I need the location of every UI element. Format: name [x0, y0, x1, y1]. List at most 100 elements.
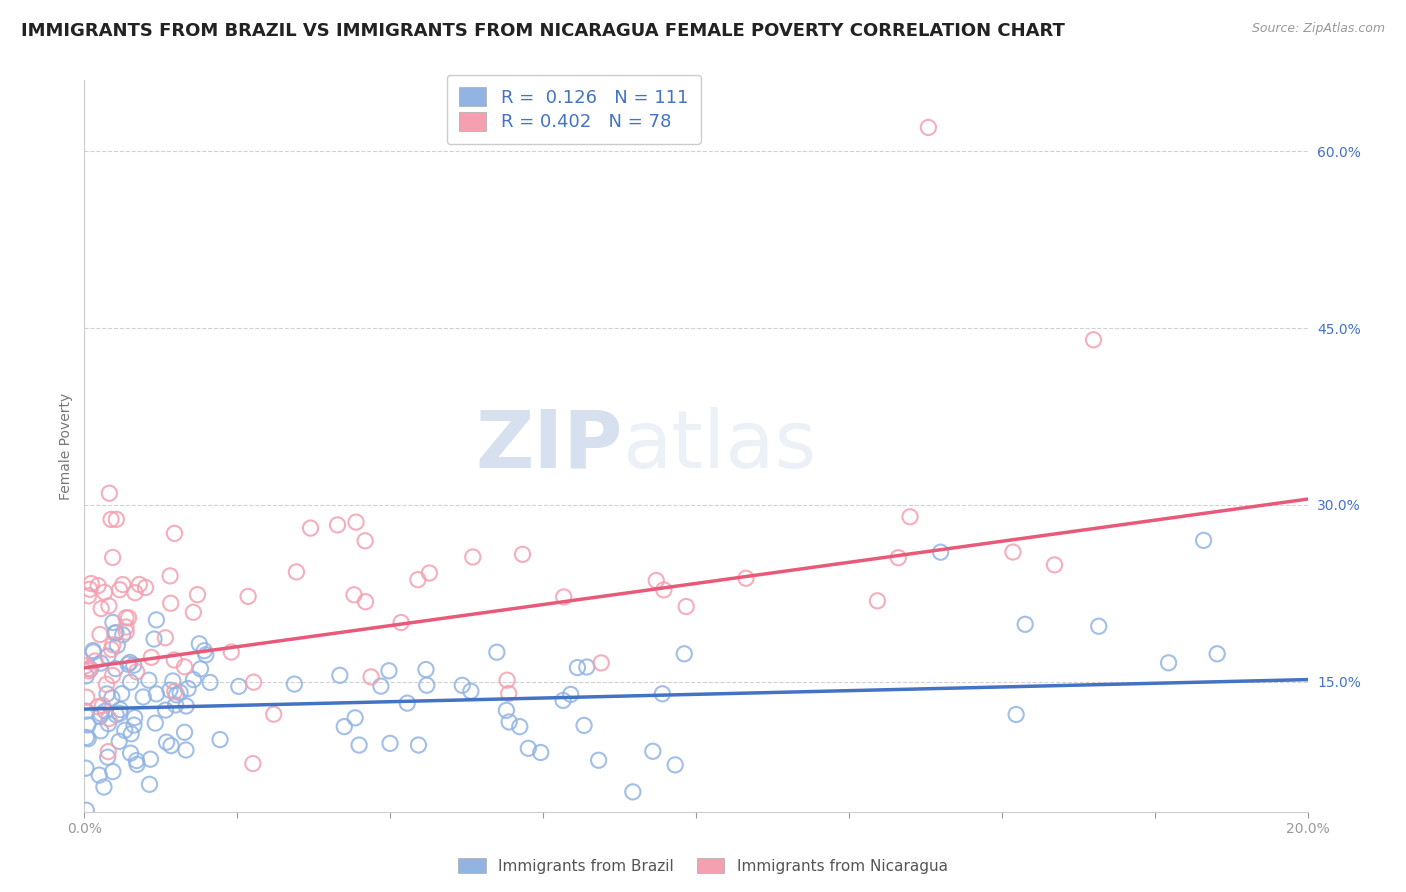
- Point: [97, 599, 120, 613]
- Point: [347, 738, 370, 752]
- Point: [115, 620, 138, 634]
- Point: [378, 736, 401, 750]
- Point: [87, 579, 110, 593]
- Point: [1083, 333, 1105, 347]
- Point: [591, 656, 613, 670]
- Point: [553, 590, 575, 604]
- Point: [76, 718, 98, 732]
- Point: [641, 744, 664, 758]
- Point: [97, 712, 120, 726]
- Point: [169, 685, 191, 699]
- Point: [101, 764, 124, 779]
- Point: [155, 703, 177, 717]
- Point: [1087, 619, 1109, 633]
- Point: [98, 486, 121, 500]
- Point: [186, 588, 208, 602]
- Point: [77, 731, 100, 746]
- Point: [263, 707, 285, 722]
- Point: [141, 650, 163, 665]
- Point: [415, 663, 437, 677]
- Point: [389, 615, 412, 630]
- Point: [84, 654, 107, 668]
- Point: [621, 785, 644, 799]
- Point: [588, 753, 610, 767]
- Point: [354, 533, 377, 548]
- Point: [117, 611, 139, 625]
- Point: [408, 738, 430, 752]
- Point: [90, 656, 112, 670]
- Point: [198, 675, 221, 690]
- Point: [575, 660, 598, 674]
- Point: [572, 718, 595, 732]
- Point: [117, 657, 139, 672]
- Point: [285, 565, 308, 579]
- Point: [208, 732, 231, 747]
- Point: [396, 696, 419, 710]
- Point: [1157, 656, 1180, 670]
- Point: [122, 658, 145, 673]
- Point: [173, 660, 195, 674]
- Point: [498, 687, 520, 701]
- Point: [219, 645, 242, 659]
- Point: [242, 756, 264, 771]
- Point: [97, 649, 120, 664]
- Point: [128, 577, 150, 591]
- Point: [89, 627, 111, 641]
- Point: [673, 647, 696, 661]
- Point: [124, 585, 146, 599]
- Point: [111, 628, 134, 642]
- Point: [155, 735, 177, 749]
- Point: [299, 521, 322, 535]
- Point: [461, 549, 484, 564]
- Point: [108, 582, 131, 597]
- Point: [105, 638, 128, 652]
- Point: [360, 670, 382, 684]
- Point: [91, 698, 114, 713]
- Point: [125, 665, 148, 679]
- Point: [163, 653, 186, 667]
- Point: [110, 702, 132, 716]
- Point: [866, 594, 889, 608]
- Point: [416, 678, 439, 692]
- Point: [236, 590, 259, 604]
- Point: [111, 687, 134, 701]
- Point: [329, 668, 352, 682]
- Point: [1005, 707, 1028, 722]
- Point: [183, 673, 205, 687]
- Point: [495, 703, 517, 717]
- Point: [79, 662, 101, 676]
- Point: [122, 718, 145, 732]
- Point: [77, 661, 100, 675]
- Point: [120, 727, 142, 741]
- Point: [155, 631, 177, 645]
- Point: [124, 710, 146, 724]
- Point: [530, 746, 553, 760]
- Point: [90, 706, 112, 721]
- Point: [93, 780, 115, 794]
- Point: [887, 550, 910, 565]
- Point: [333, 720, 356, 734]
- Point: [138, 777, 160, 791]
- Point: [675, 599, 697, 614]
- Point: [139, 752, 162, 766]
- Point: [76, 704, 98, 718]
- Text: Source: ZipAtlas.com: Source: ZipAtlas.com: [1251, 22, 1385, 36]
- Point: [512, 547, 534, 561]
- Point: [1001, 545, 1024, 559]
- Point: [194, 648, 217, 662]
- Point: [344, 515, 367, 529]
- Point: [181, 605, 204, 619]
- Point: [101, 691, 124, 706]
- Point: [108, 706, 131, 721]
- Point: [96, 687, 118, 701]
- Point: [174, 743, 197, 757]
- Point: [104, 626, 127, 640]
- Point: [496, 673, 519, 688]
- Point: [97, 750, 120, 764]
- Point: [114, 723, 136, 738]
- Point: [90, 601, 112, 615]
- Point: [75, 669, 97, 683]
- Point: [145, 687, 167, 701]
- Point: [75, 658, 97, 673]
- Point: [115, 610, 138, 624]
